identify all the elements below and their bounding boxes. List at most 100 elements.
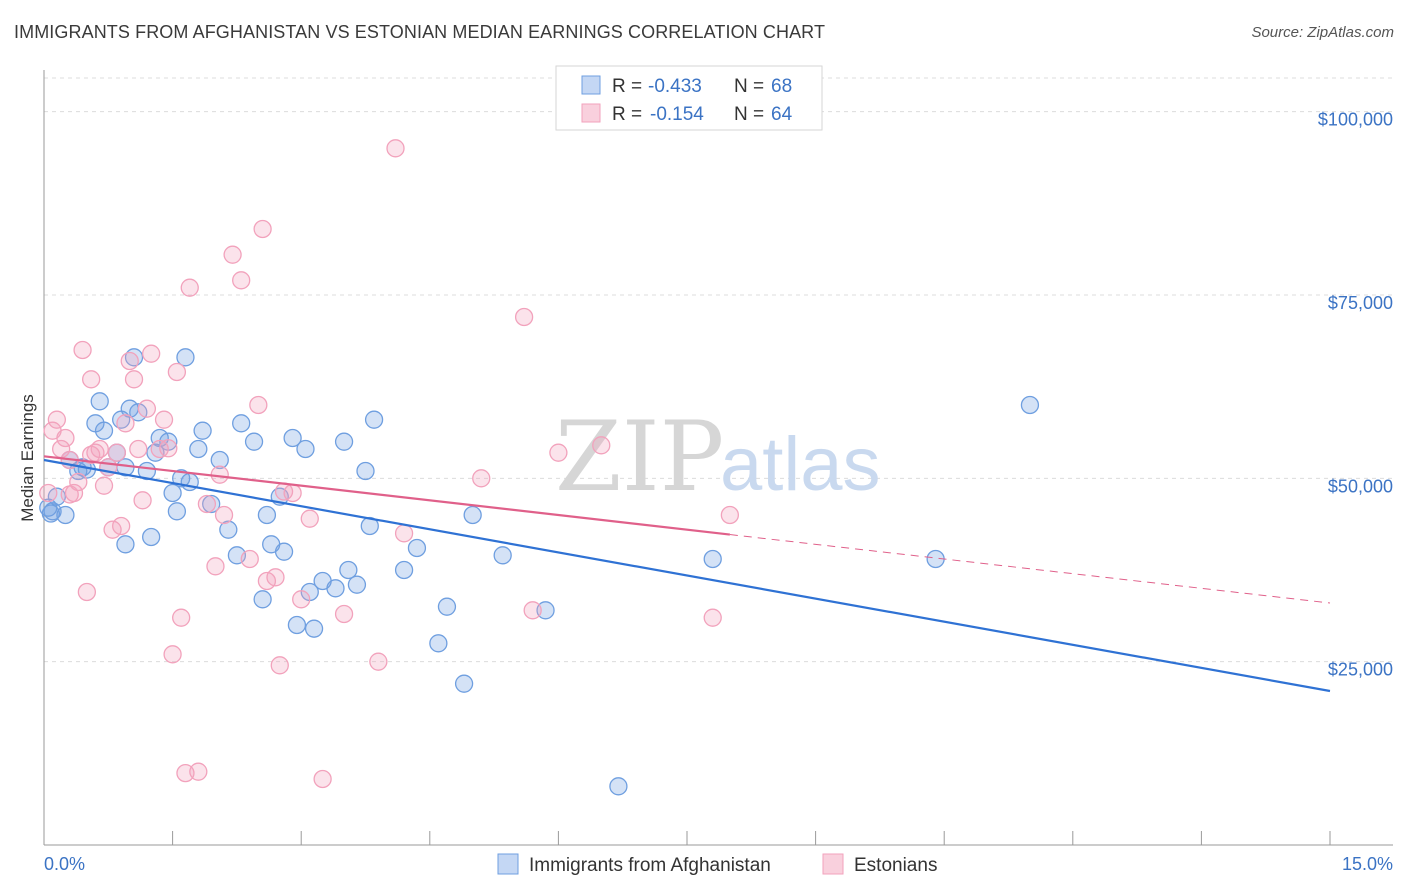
trend-line-afghanistan <box>43 458 1331 693</box>
point-afghanistan-29 <box>219 520 238 539</box>
point-estonians-52 <box>472 469 491 488</box>
point-estonians-19 <box>120 351 139 371</box>
point-afghanistan-25 <box>189 439 208 459</box>
point-estonians-46 <box>300 509 319 528</box>
series-legend: Immigrants from Afghanistan Estonians <box>497 853 937 876</box>
point-estonians-2 <box>47 410 67 429</box>
axes <box>43 70 1393 846</box>
watermark-zip: ZIP <box>555 401 724 513</box>
legend-r-label-2: R = <box>612 104 642 125</box>
y-tick-label-25000: $25,000 <box>1328 660 1393 680</box>
gridlines <box>44 77 1393 663</box>
point-estonians-61 <box>159 439 178 458</box>
point-estonians-35 <box>214 505 234 525</box>
scatter-points <box>39 139 1040 796</box>
point-estonians-13 <box>94 476 114 495</box>
x-axis-ticks <box>43 831 1331 845</box>
watermark-atlas: atlas <box>720 422 881 507</box>
point-afghanistan-60 <box>703 549 722 569</box>
point-afghanistan-31 <box>232 414 251 433</box>
point-afghanistan-40 <box>296 439 315 459</box>
point-estonians-18 <box>116 414 135 433</box>
point-afghanistan-34 <box>257 505 277 525</box>
series-legend-swatch-estonians <box>822 853 844 875</box>
point-estonians-56 <box>592 436 611 455</box>
legend-n-label-1: N = <box>734 76 764 97</box>
point-afghanistan-51 <box>394 560 414 580</box>
series-legend-swatch-afghanistan <box>497 853 519 875</box>
point-estonians-54 <box>523 601 542 620</box>
point-estonians-9 <box>77 582 97 602</box>
point-estonians-4 <box>56 428 75 448</box>
chart-title: IMMIGRANTS FROM AFGHANISTAN VS ESTONIAN … <box>14 22 826 42</box>
legend-r-label-1: R = <box>612 76 642 97</box>
point-estonians-40 <box>253 219 272 239</box>
point-afghanistan-26 <box>193 421 212 440</box>
point-estonians-48 <box>334 604 354 624</box>
point-afghanistan-44 <box>326 579 345 598</box>
point-afghanistan-50 <box>364 410 384 429</box>
point-afghanistan-27 <box>202 494 221 514</box>
point-estonians-43 <box>270 656 289 675</box>
stats-legend: R = -0.433 N = 68 R = -0.154 N = 64 <box>555 65 823 131</box>
y-tick-label-100000: $100,000 <box>1318 110 1393 130</box>
point-afghanistan-33 <box>253 590 272 609</box>
point-estonians-51 <box>394 524 414 543</box>
point-afghanistan-58 <box>536 601 555 620</box>
point-estonians-38 <box>240 549 259 569</box>
point-estonians-60 <box>82 445 101 465</box>
point-afghanistan-9 <box>94 421 114 440</box>
point-afghanistan-55 <box>454 674 474 693</box>
point-estonians-20 <box>124 370 144 389</box>
legend-r-value-2: -0.154 <box>650 104 704 125</box>
point-estonians-27 <box>163 645 182 664</box>
point-estonians-50 <box>386 139 405 158</box>
point-estonians-28 <box>167 362 187 382</box>
point-estonians-62 <box>274 482 294 501</box>
point-afghanistan-48 <box>356 461 375 481</box>
point-afghanistan-21 <box>163 483 182 503</box>
point-estonians-59 <box>60 485 79 504</box>
trend-line-estonians <box>43 455 730 536</box>
point-estonians-24 <box>142 344 161 363</box>
point-estonians-33 <box>206 557 225 576</box>
point-estonians-29 <box>172 608 191 627</box>
source-credit: Source: ZipAtlas.com <box>1251 24 1394 41</box>
legend-n-value-2: 64 <box>771 104 793 125</box>
point-afghanistan-3 <box>56 505 75 525</box>
point-afghanistan-47 <box>347 575 367 594</box>
x-tick-label-max: 15.0% <box>1342 854 1393 874</box>
point-afghanistan-17 <box>142 527 161 547</box>
point-estonians-22 <box>133 491 152 510</box>
series-legend-label-afghanistan: Immigrants from Afghanistan <box>529 855 771 876</box>
series-legend-label-estonians: Estonians <box>854 855 937 876</box>
point-estonians-0 <box>39 483 58 503</box>
point-estonians-7 <box>69 472 88 492</box>
point-afghanistan-42 <box>304 619 324 638</box>
point-estonians-16 <box>107 443 127 462</box>
point-afghanistan-46 <box>339 560 358 580</box>
point-estonians-26 <box>154 410 174 429</box>
legend-n-value-1: 68 <box>771 76 792 97</box>
point-afghanistan-22 <box>167 502 187 521</box>
legend-swatch-estonians <box>581 103 601 123</box>
point-afghanistan-57 <box>493 546 512 565</box>
legend-n-label-2: N = <box>734 104 764 125</box>
point-afghanistan-59 <box>609 777 628 796</box>
point-afghanistan-53 <box>429 634 448 653</box>
point-afghanistan-39 <box>287 615 307 635</box>
point-estonians-47 <box>313 769 332 789</box>
point-estonians-23 <box>137 399 157 418</box>
point-afghanistan-65 <box>116 535 135 554</box>
point-estonians-30 <box>180 278 199 297</box>
y-tick-label-50000: $50,000 <box>1328 476 1393 496</box>
watermark: ZIP atlas <box>555 401 881 513</box>
x-tick-label-min: 0.0% <box>44 854 85 874</box>
point-afghanistan-67 <box>176 348 195 367</box>
point-estonians-53 <box>514 307 534 327</box>
point-afghanistan-37 <box>274 542 294 561</box>
point-estonians-55 <box>549 443 568 462</box>
point-estonians-49 <box>369 652 388 671</box>
point-afghanistan-54 <box>437 597 457 616</box>
legend-swatch-afghanistan <box>581 75 601 95</box>
